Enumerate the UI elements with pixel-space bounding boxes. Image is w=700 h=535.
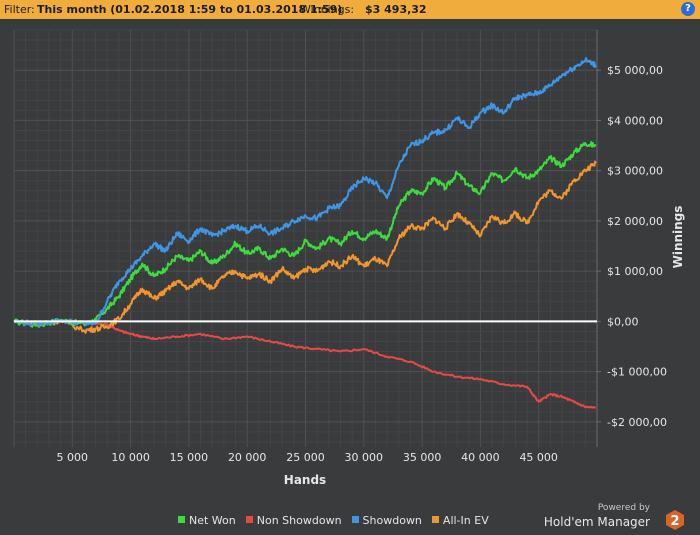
legend-item-net-won[interactable]: Net Won <box>178 514 236 527</box>
series-line-all-in-ev <box>13 160 597 334</box>
legend-swatch <box>245 516 253 523</box>
filter-label: Filter: <box>4 3 35 16</box>
chart-series <box>13 57 597 409</box>
x-tick-label: 45 000 <box>519 451 558 464</box>
x-tick-label: 15 000 <box>170 451 209 464</box>
chart-legend: Net Won Non Showdown Showdown All-In EV <box>178 514 499 530</box>
y-axis-label: Winnings <box>671 206 685 269</box>
branding: Powered by Hold'em Manager 2 <box>544 503 696 533</box>
series-line-showdown <box>13 57 597 328</box>
y-tick-label: $3 000,00 <box>607 165 663 178</box>
y-tick-label: $0,00 <box>607 315 639 328</box>
x-tick-label: 20 000 <box>228 451 267 464</box>
legend-swatch <box>431 516 439 523</box>
legend-label: Showdown <box>362 514 422 527</box>
hem-logo-icon: 2 <box>666 510 684 530</box>
y-tick-label: $5 000,00 <box>607 64 663 77</box>
help-icon[interactable]: ? <box>681 2 695 16</box>
x-tick-label: 30 000 <box>345 451 384 464</box>
filter-value[interactable]: This month (01.02.2018 1:59 to 01.03.201… <box>37 3 343 16</box>
winnings-label: Winnings: <box>300 3 355 16</box>
winnings-chart: 5 000 10 000 15 000 20 000 25 000 30 000 35 00… <box>13 29 685 487</box>
y-tick-label: $1 000,00 <box>607 265 663 278</box>
x-tick-label: 35 000 <box>403 451 442 464</box>
y-tick-label: -$2 000,00 <box>607 416 667 429</box>
x-tick-label: 40 000 <box>461 451 500 464</box>
product-name: Hold'em Manager <box>543 515 650 529</box>
x-tick-label: 5 000 <box>57 451 89 464</box>
legend-swatch <box>178 516 185 523</box>
series-line-net-won <box>13 141 597 328</box>
legend-item-showdown[interactable]: Showdown <box>351 514 422 527</box>
legend-swatch <box>351 516 359 523</box>
filter-bar: Filter: This month (01.02.2018 1:59 to 0… <box>0 0 700 19</box>
series-line-non-showdown <box>13 319 597 409</box>
x-tick-label: 25 000 <box>286 451 325 464</box>
legend-label: Non Showdown <box>256 514 342 527</box>
legend-label: Net Won <box>189 514 236 527</box>
y-tick-label: $2 000,00 <box>607 215 663 228</box>
powered-by-text: Powered by <box>597 503 650 513</box>
x-tick-label: 10 000 <box>111 451 150 464</box>
legend-item-non-showdown[interactable]: Non Showdown <box>245 514 342 527</box>
y-tick-label: -$1 000,00 <box>607 366 667 379</box>
legend-item-all-in-ev[interactable]: All-In EV <box>431 514 489 527</box>
winnings-value: $3 493,32 <box>365 3 427 16</box>
legend-label: All-In EV <box>442 514 489 527</box>
y-tick-label: $4 000,00 <box>607 114 663 127</box>
x-axis-label: Hands <box>284 473 326 487</box>
chart-axes: 5 000 10 000 15 000 20 000 25 000 30 000 35 00… <box>57 30 667 464</box>
logo-number: 2 <box>670 514 679 529</box>
